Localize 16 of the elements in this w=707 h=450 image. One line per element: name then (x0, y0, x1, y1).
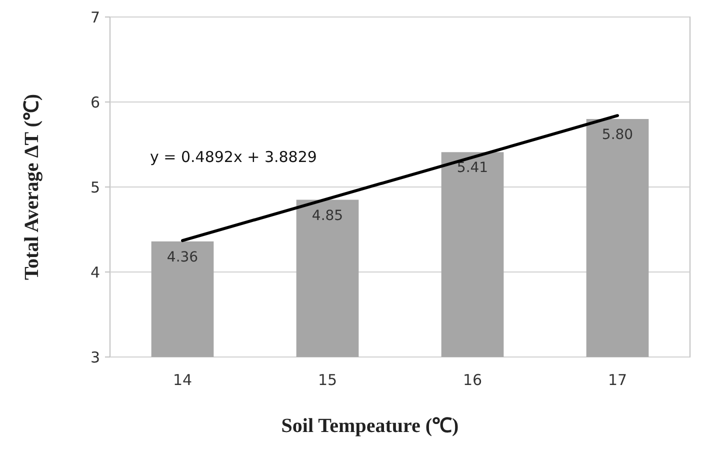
annotation: y = 0.4892x + 3.8829 (150, 148, 317, 166)
y-tick-label: 3 (90, 348, 100, 366)
x-tick-label: 16 (462, 371, 482, 389)
y-tick-label: 4 (90, 263, 100, 282)
y-tick-label: 5 (90, 178, 100, 196)
x-axis-title: Soil Tempeature (℃) (281, 415, 459, 437)
y-axis-title: Total Average ΔT (℃) (21, 94, 43, 280)
data-label: 5.80 (602, 127, 634, 143)
data-label: 4.36 (166, 249, 198, 266)
x-tick-label: 14 (172, 371, 192, 389)
y-tick-label: 6 (90, 93, 100, 112)
y-tick-label: 7 (90, 8, 100, 26)
data-label: 5.41 (456, 160, 488, 176)
data-label: 4.85 (312, 208, 344, 224)
x-tick-label: 15 (318, 371, 338, 389)
x-tick-label: 17 (608, 371, 628, 389)
